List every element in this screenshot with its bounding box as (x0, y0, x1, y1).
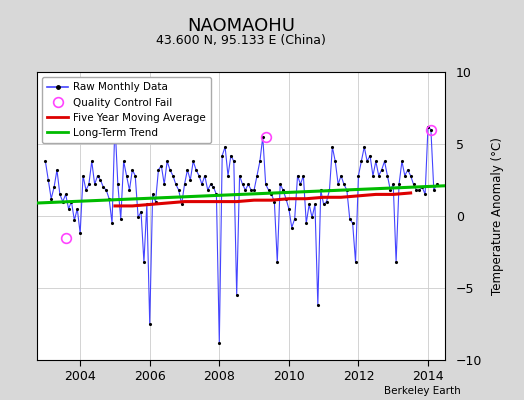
Text: NAOMAOHU: NAOMAOHU (187, 16, 295, 34)
Text: Berkeley Earth: Berkeley Earth (385, 386, 461, 396)
Y-axis label: Temperature Anomaly (°C): Temperature Anomaly (°C) (490, 137, 504, 295)
Title: 43.600 N, 95.133 E (China): 43.600 N, 95.133 E (China) (156, 34, 326, 47)
Legend: Raw Monthly Data, Quality Control Fail, Five Year Moving Average, Long-Term Tren: Raw Monthly Data, Quality Control Fail, … (42, 77, 211, 143)
